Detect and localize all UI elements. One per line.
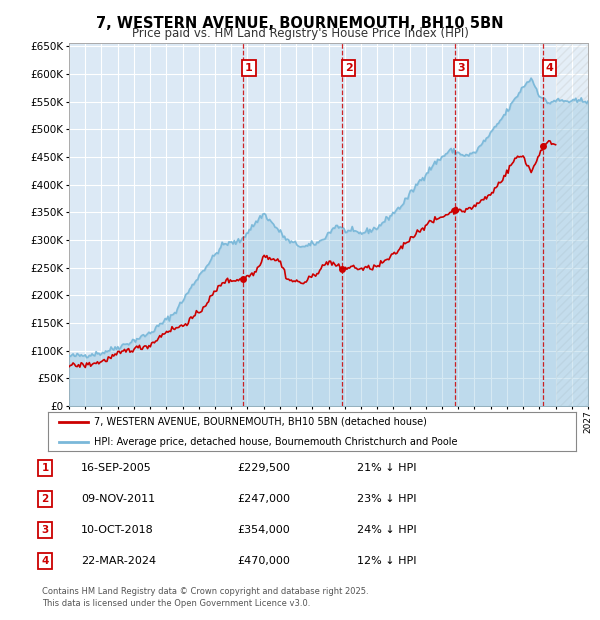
Text: 23% ↓ HPI: 23% ↓ HPI	[357, 494, 416, 504]
Text: 2: 2	[41, 494, 49, 504]
Text: Contains HM Land Registry data © Crown copyright and database right 2025.: Contains HM Land Registry data © Crown c…	[42, 587, 368, 596]
Text: 2: 2	[345, 63, 353, 73]
Text: 22-MAR-2024: 22-MAR-2024	[81, 556, 156, 566]
Text: £354,000: £354,000	[237, 525, 290, 535]
Text: £470,000: £470,000	[237, 556, 290, 566]
Text: 10-OCT-2018: 10-OCT-2018	[81, 525, 154, 535]
Text: 4: 4	[545, 63, 553, 73]
Text: 3: 3	[457, 63, 465, 73]
Text: 1: 1	[41, 463, 49, 473]
Text: HPI: Average price, detached house, Bournemouth Christchurch and Poole: HPI: Average price, detached house, Bour…	[94, 437, 458, 447]
Text: This data is licensed under the Open Government Licence v3.0.: This data is licensed under the Open Gov…	[42, 598, 310, 608]
Text: 7, WESTERN AVENUE, BOURNEMOUTH, BH10 5BN: 7, WESTERN AVENUE, BOURNEMOUTH, BH10 5BN	[96, 16, 504, 30]
Text: 4: 4	[41, 556, 49, 566]
Text: 24% ↓ HPI: 24% ↓ HPI	[357, 525, 416, 535]
Text: £247,000: £247,000	[237, 494, 290, 504]
Bar	[556, 43, 588, 406]
Text: 3: 3	[41, 525, 49, 535]
Text: 09-NOV-2011: 09-NOV-2011	[81, 494, 155, 504]
Text: 16-SEP-2005: 16-SEP-2005	[81, 463, 152, 473]
Text: £229,500: £229,500	[237, 463, 290, 473]
Text: Price paid vs. HM Land Registry's House Price Index (HPI): Price paid vs. HM Land Registry's House …	[131, 27, 469, 40]
Text: 7, WESTERN AVENUE, BOURNEMOUTH, BH10 5BN (detached house): 7, WESTERN AVENUE, BOURNEMOUTH, BH10 5BN…	[94, 417, 427, 427]
Text: 21% ↓ HPI: 21% ↓ HPI	[357, 463, 416, 473]
Text: 1: 1	[245, 63, 253, 73]
Text: 12% ↓ HPI: 12% ↓ HPI	[357, 556, 416, 566]
